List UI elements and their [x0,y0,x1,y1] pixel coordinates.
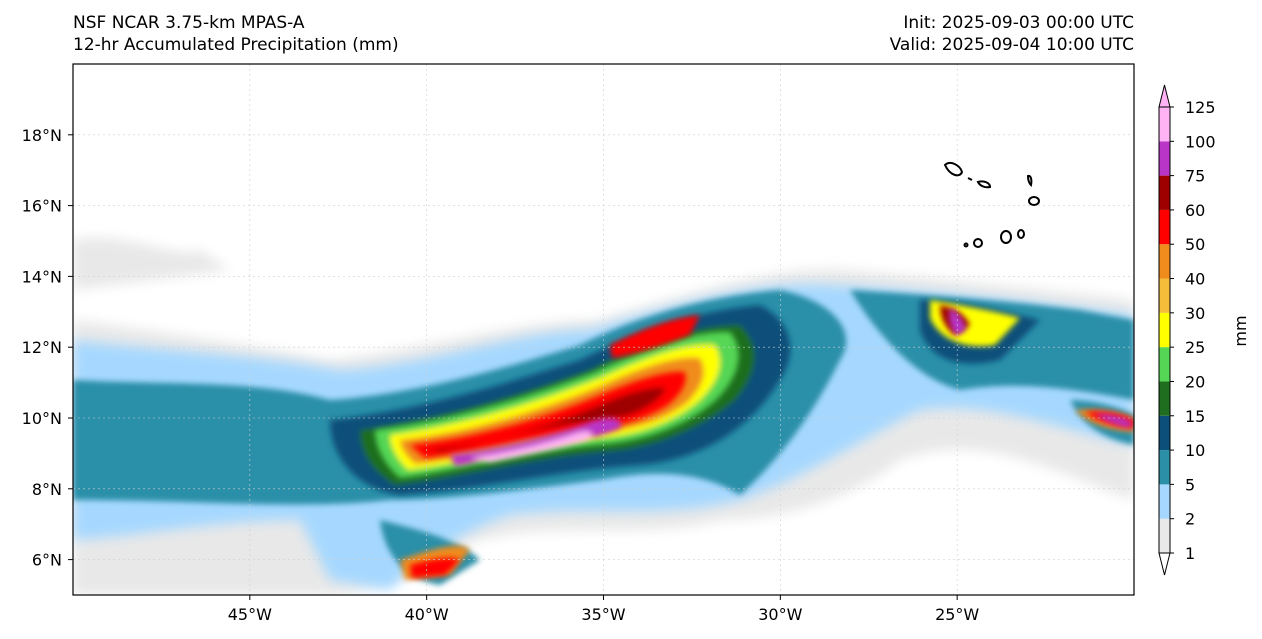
colorbar-tick-label: 30 [1185,304,1205,323]
y-tick-label: 18°N [22,126,62,145]
colorbar-min-extension [1158,552,1171,576]
colorbar-tick-label: 50 [1185,235,1205,254]
colorbar-tick-label: 25 [1185,338,1205,357]
colorbar-tick-label: 100 [1185,132,1216,151]
colorbar-tick-label: 10 [1185,441,1205,460]
colorbar-tick-label: 1 [1185,544,1195,563]
y-tick-label: 14°N [22,267,62,286]
colorbar-swatch [1159,450,1170,485]
colorbar-swatch [1159,484,1170,519]
y-tick-label: 16°N [22,197,62,216]
colorbar-swatch [1159,209,1170,245]
init-time: Init: 2025-09-03 00:00 UTC [903,13,1134,33]
colorbar-frame [1158,106,1171,554]
colorbar-swatch [1159,347,1170,382]
colorbar-tick-label: 2 [1185,510,1195,529]
colorbar-swatch [1159,278,1170,313]
colorbar-swatch [1159,107,1170,142]
colorbar-unit-label: mm [1231,315,1250,346]
y-tick-label: 6°N [32,551,62,570]
x-tick-label: 45°W [228,605,272,624]
x-tick-label: 35°W [581,605,625,624]
y-tick-label: 10°N [22,409,62,428]
colorbar-swatch [1159,175,1170,210]
field-title: 12-hr Accumulated Precipitation (mm) [73,35,399,55]
colorbar-max-extension [1158,84,1171,108]
x-tick-label: 25°W [935,605,979,624]
gridlines [73,64,1134,595]
colorbar-swatch [1159,518,1170,553]
x-axis: 45°W 40°W 35°W 30°W 25°W [228,595,979,624]
colorbar-tick-label: 20 [1185,372,1205,391]
colorbar-swatch [1159,244,1170,279]
colorbar-tick-label: 75 [1185,167,1205,186]
model-title: NSF NCAR 3.75-km MPAS-A [73,13,305,33]
colorbar-tick-label: 5 [1185,475,1195,494]
precip-field [73,64,1134,595]
colorbar-swatch [1159,312,1170,348]
y-tick-label: 12°N [22,338,62,357]
x-tick-label: 30°W [758,605,802,624]
valid-time: Valid: 2025-09-04 10:00 UTC [889,35,1134,55]
colorbar-swatch [1159,141,1170,176]
colorbar-tick-label: 40 [1185,270,1205,289]
colorbar-swatch [1159,381,1170,416]
colorbar-swatch [1159,415,1170,451]
islands-coastline [943,162,1040,248]
x-tick-label: 40°W [405,605,449,624]
y-tick-label: 8°N [32,480,62,499]
y-axis: 6°N 8°N 10°N 12°N 14°N 16°N 18°N [22,126,73,570]
colorbar-tick-label: 60 [1185,201,1205,220]
colorbar-tick-label: 15 [1185,407,1205,426]
colorbar-tick-label: 125 [1185,98,1216,117]
